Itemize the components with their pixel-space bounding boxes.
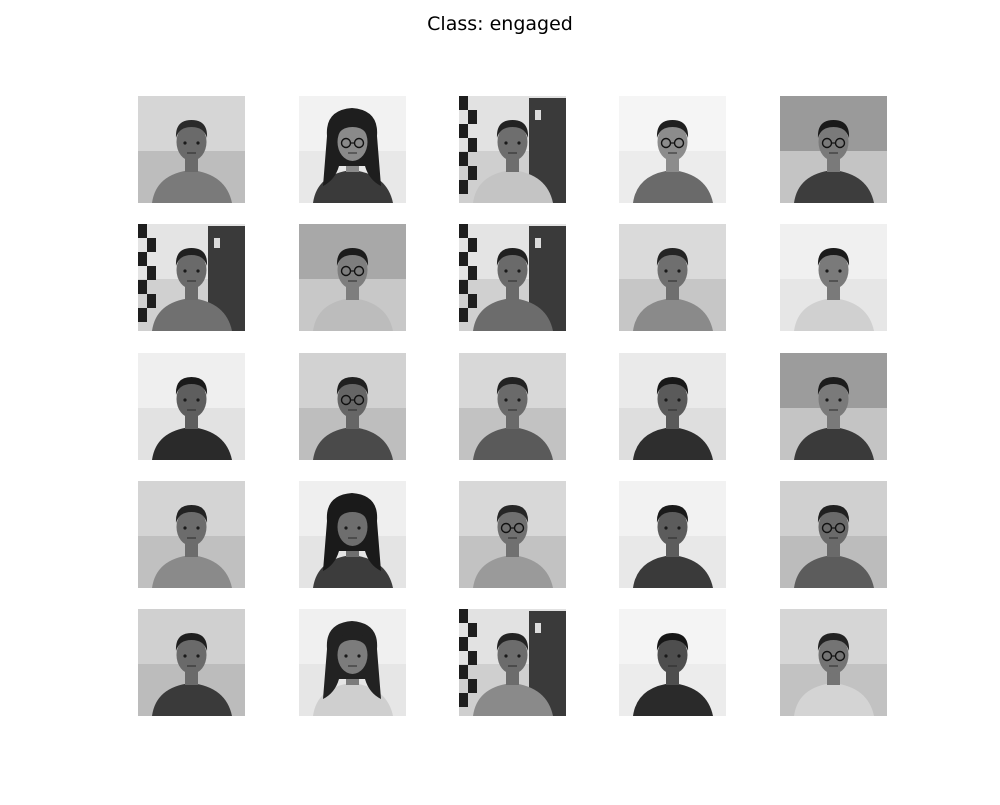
face-photo [619,96,726,203]
face-photo [299,224,406,331]
face-thumbnail [138,224,245,331]
face-photo [780,224,887,331]
face-photo [299,481,406,588]
face-photo [459,481,566,588]
face-thumbnail [299,224,406,331]
face-thumbnail [780,96,887,203]
face-thumbnail [459,353,566,460]
face-thumbnail [138,609,245,716]
face-photo [780,481,887,588]
face-thumbnail [619,96,726,203]
face-photo [780,609,887,716]
figure-title: Class: engaged [427,13,573,35]
face-photo [780,353,887,460]
face-thumbnail [780,353,887,460]
face-photo [138,481,245,588]
face-thumbnail [619,481,726,588]
face-thumbnail [619,609,726,716]
face-photo [138,96,245,203]
face-thumbnail [299,481,406,588]
face-photo [138,609,245,716]
face-thumbnail [138,96,245,203]
face-photo [459,609,566,716]
face-thumbnail [299,609,406,716]
face-thumbnail [299,96,406,203]
face-photo [459,96,566,203]
face-photo [619,609,726,716]
face-thumbnail [619,353,726,460]
face-thumbnail [619,224,726,331]
face-photo [299,353,406,460]
face-thumbnail [780,481,887,588]
face-photo [780,96,887,203]
face-thumbnail [459,224,566,331]
face-thumbnail [459,481,566,588]
face-photo [619,224,726,331]
face-photo [459,353,566,460]
face-thumbnail [780,609,887,716]
face-photo [619,481,726,588]
face-photo [138,353,245,460]
face-photo [138,224,245,331]
face-photo [299,96,406,203]
face-thumbnail [138,481,245,588]
face-thumbnail [299,353,406,460]
face-thumbnail [459,96,566,203]
face-thumbnail [459,609,566,716]
face-photo [459,224,566,331]
face-photo [299,609,406,716]
face-thumbnail [138,353,245,460]
face-thumbnail [780,224,887,331]
face-photo [619,353,726,460]
